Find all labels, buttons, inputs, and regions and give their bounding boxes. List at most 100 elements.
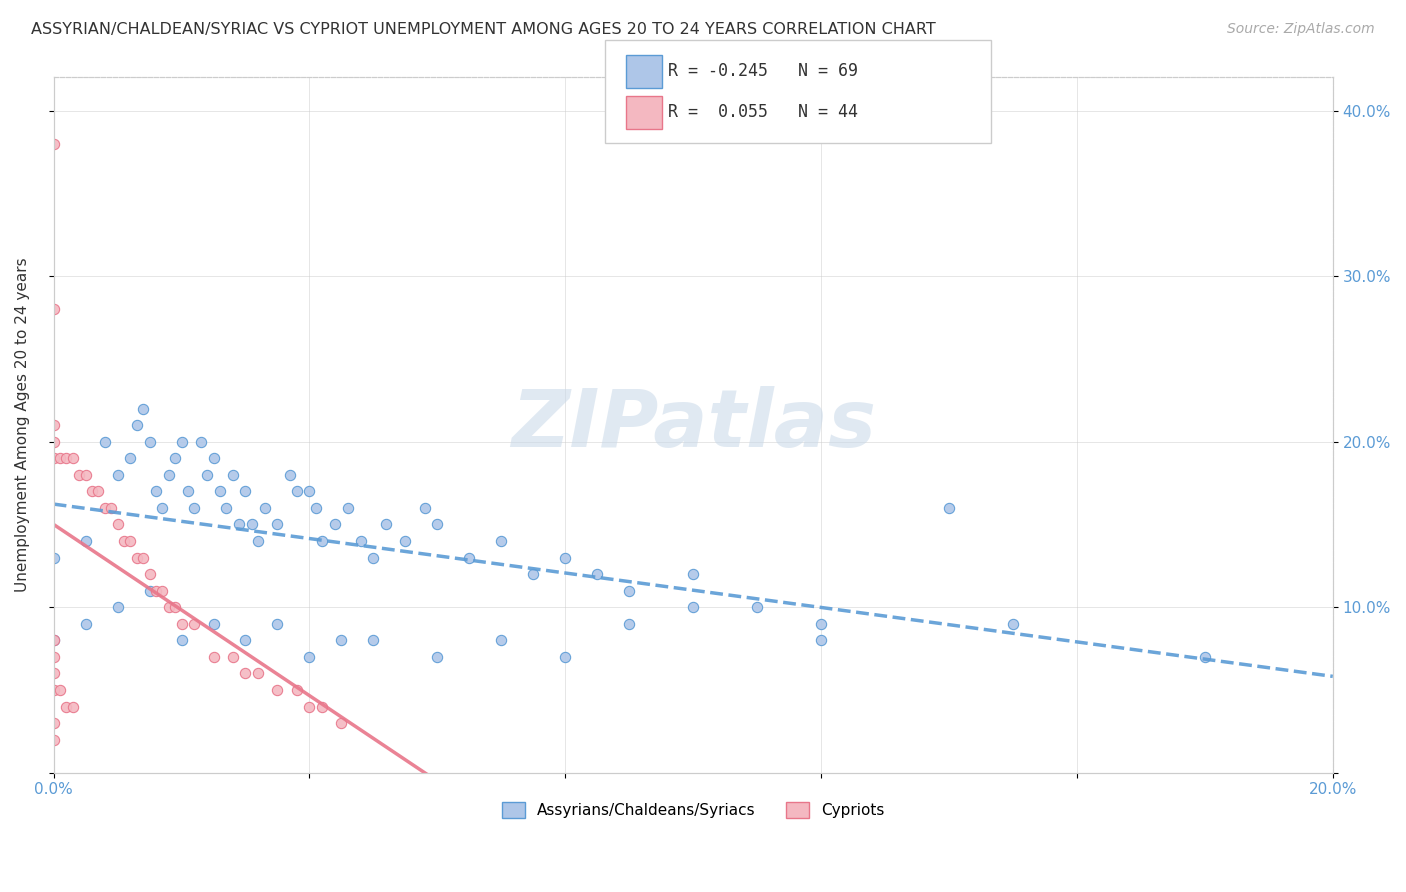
Point — [285, 683, 308, 698]
Point — [183, 616, 205, 631]
Point — [363, 550, 385, 565]
Point — [554, 550, 576, 565]
Point — [75, 467, 97, 482]
Point — [235, 484, 257, 499]
Point — [42, 683, 65, 698]
Point — [157, 467, 180, 482]
Point — [682, 567, 704, 582]
Point — [247, 666, 270, 681]
Point — [619, 583, 641, 598]
Point — [125, 550, 148, 565]
Point — [87, 484, 110, 499]
Point — [240, 517, 263, 532]
Point — [426, 517, 449, 532]
Point — [305, 500, 328, 515]
Point — [336, 500, 359, 515]
Point — [195, 467, 218, 482]
Point — [202, 649, 225, 664]
Point — [42, 434, 65, 449]
Point — [157, 600, 180, 615]
Point — [94, 500, 117, 515]
Point — [266, 616, 288, 631]
Point — [298, 484, 321, 499]
Point — [938, 500, 960, 515]
Point — [42, 732, 65, 747]
Point — [42, 451, 65, 466]
Point — [42, 633, 65, 648]
Point — [413, 500, 436, 515]
Point — [49, 451, 72, 466]
Point — [42, 649, 65, 664]
Point — [100, 500, 122, 515]
Point — [330, 633, 353, 648]
Point — [183, 500, 205, 515]
Point — [1001, 616, 1024, 631]
Point — [747, 600, 769, 615]
Point — [235, 633, 257, 648]
Point — [165, 600, 187, 615]
Point — [67, 467, 90, 482]
Point — [235, 666, 257, 681]
Point — [330, 716, 353, 731]
Point — [150, 583, 173, 598]
Point — [170, 434, 193, 449]
Point — [138, 434, 160, 449]
Y-axis label: Unemployment Among Ages 20 to 24 years: Unemployment Among Ages 20 to 24 years — [15, 258, 30, 592]
Point — [138, 567, 160, 582]
Point — [222, 649, 245, 664]
Point — [80, 484, 103, 499]
Point — [208, 484, 231, 499]
Point — [682, 600, 704, 615]
Point — [62, 699, 84, 714]
Text: R = -0.245   N = 69: R = -0.245 N = 69 — [668, 62, 858, 80]
Point — [55, 451, 77, 466]
Point — [554, 649, 576, 664]
Point — [42, 666, 65, 681]
Point — [145, 484, 167, 499]
Point — [177, 484, 200, 499]
Point — [107, 517, 129, 532]
Point — [619, 616, 641, 631]
Point — [311, 533, 333, 548]
Point — [94, 434, 117, 449]
Point — [42, 633, 65, 648]
Point — [363, 633, 385, 648]
Point — [107, 600, 129, 615]
Point — [285, 484, 308, 499]
Point — [253, 500, 276, 515]
Point — [323, 517, 346, 532]
Point — [247, 533, 270, 548]
Point — [62, 451, 84, 466]
Point — [145, 583, 167, 598]
Point — [266, 517, 288, 532]
Text: Source: ZipAtlas.com: Source: ZipAtlas.com — [1227, 22, 1375, 37]
Point — [228, 517, 250, 532]
Text: ZIPatlas: ZIPatlas — [510, 386, 876, 464]
Point — [522, 567, 544, 582]
Text: R =  0.055   N = 44: R = 0.055 N = 44 — [668, 103, 858, 121]
Point — [132, 550, 155, 565]
Point — [394, 533, 416, 548]
Point — [75, 533, 97, 548]
Point — [42, 418, 65, 433]
Point — [165, 451, 187, 466]
Point — [266, 683, 288, 698]
Point — [75, 616, 97, 631]
Point — [42, 550, 65, 565]
Point — [458, 550, 481, 565]
Point — [120, 533, 142, 548]
Point — [1194, 649, 1216, 664]
Point — [120, 451, 142, 466]
Point — [810, 616, 832, 631]
Point — [132, 401, 155, 416]
Legend: Assyrians/Chaldeans/Syriacs, Cypriots: Assyrians/Chaldeans/Syriacs, Cypriots — [496, 796, 891, 824]
Point — [170, 633, 193, 648]
Text: ASSYRIAN/CHALDEAN/SYRIAC VS CYPRIOT UNEMPLOYMENT AMONG AGES 20 TO 24 YEARS CORRE: ASSYRIAN/CHALDEAN/SYRIAC VS CYPRIOT UNEM… — [31, 22, 935, 37]
Point — [298, 649, 321, 664]
Point — [426, 649, 449, 664]
Point — [222, 467, 245, 482]
Point — [215, 500, 238, 515]
Point — [138, 583, 160, 598]
Point — [49, 683, 72, 698]
Point — [107, 467, 129, 482]
